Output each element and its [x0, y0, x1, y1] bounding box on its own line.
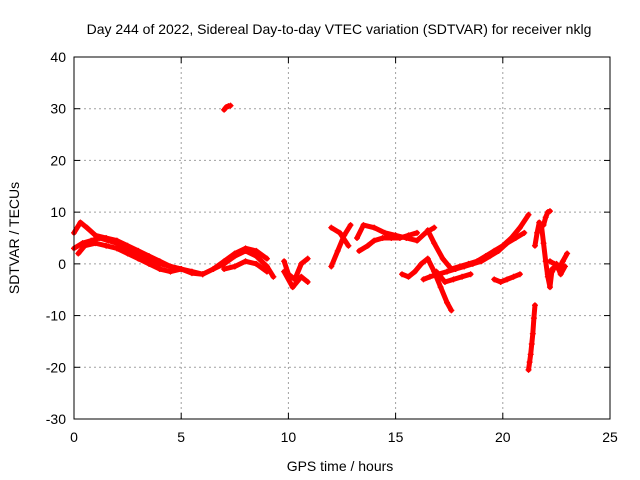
series-arc-e [221, 258, 270, 275]
series-arc-s [540, 208, 553, 229]
x-axis-label: GPS time / hours [287, 458, 394, 474]
data-point [199, 271, 206, 278]
data-trace [431, 240, 446, 262]
data-trace [558, 263, 568, 277]
data-trace [538, 222, 547, 246]
data-trace [341, 222, 354, 238]
data-trace [328, 248, 341, 269]
y-tick-label: 10 [50, 204, 66, 220]
data-trace [281, 269, 296, 290]
data-trace [513, 230, 527, 241]
data-point [263, 268, 270, 275]
data-point [345, 242, 352, 249]
data-point [564, 250, 571, 257]
series-arc-r [531, 219, 556, 291]
y-axis-label: SDTVAR / TECUs [6, 182, 22, 294]
data-point [448, 307, 455, 314]
data-trace [517, 212, 532, 231]
data-trace [444, 300, 454, 313]
series-arc-u [544, 260, 568, 278]
series-arc-g [281, 268, 311, 291]
x-tick-label: 10 [281, 429, 297, 445]
axis-ticks: 0 5 10 15 20 25 -30 -20 -10 0 10 20 30 40 [46, 49, 618, 445]
data-point [521, 229, 528, 236]
data-point [347, 222, 354, 229]
series-outlier-top [221, 102, 234, 113]
y-tick-label: 20 [50, 152, 66, 168]
y-tick-label: -10 [46, 308, 66, 324]
data-trace [438, 284, 450, 306]
data-trace [253, 261, 270, 275]
x-tick-label: 25 [602, 429, 618, 445]
y-tick-label: -30 [46, 411, 66, 427]
series-arc-q [525, 302, 538, 373]
series-arc-b [71, 235, 206, 278]
data-trace [337, 230, 351, 249]
series-arc-i [328, 224, 352, 249]
data-point [270, 273, 277, 280]
data-point [263, 255, 270, 262]
x-tick-label: 20 [495, 429, 511, 445]
data-point [531, 302, 538, 309]
data-point [304, 255, 311, 262]
series-arc-k [356, 229, 421, 254]
data-point [561, 263, 568, 270]
y-tick-label: 40 [50, 49, 66, 65]
data-trace [298, 256, 311, 267]
data-point [525, 211, 532, 218]
x-tick-label: 5 [177, 429, 185, 445]
data-point [546, 208, 553, 215]
x-tick-label: 15 [388, 429, 404, 445]
data-point [467, 271, 474, 278]
y-tick-label: -20 [46, 359, 66, 375]
chart-title: Day 244 of 2022, Sidereal Day-to-day VTE… [87, 21, 592, 37]
data-trace [292, 261, 304, 282]
data-point [227, 102, 234, 109]
series-arc-o [433, 268, 474, 285]
data-point [414, 229, 421, 236]
y-tick-label: 0 [58, 256, 66, 272]
data-point [304, 278, 311, 285]
data-trace [298, 274, 311, 285]
data-point [516, 271, 523, 278]
plot-frame [73, 56, 611, 420]
data-trace [560, 251, 570, 264]
data-trace [253, 248, 270, 262]
series-arc-p [491, 271, 523, 285]
data-point [431, 224, 438, 231]
series-arc-c [75, 240, 185, 275]
data-points [71, 102, 571, 373]
data-trace [264, 263, 276, 280]
data-trace [541, 240, 549, 264]
series-arc-d [210, 247, 277, 280]
x-tick-label: 0 [70, 429, 78, 445]
grid-lines [74, 57, 610, 419]
data-point [178, 266, 185, 273]
y-tick-label: 30 [50, 101, 66, 117]
series-arc-f [281, 255, 311, 283]
